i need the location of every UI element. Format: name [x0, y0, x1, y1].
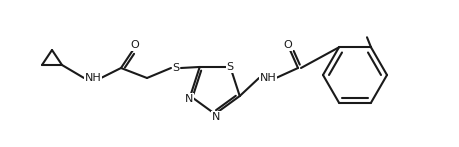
Text: S: S — [227, 62, 234, 72]
Text: NH: NH — [84, 73, 101, 83]
Text: O: O — [131, 40, 140, 50]
Text: NH: NH — [260, 73, 276, 83]
Text: O: O — [284, 40, 292, 50]
Text: N: N — [212, 112, 220, 122]
Text: N: N — [185, 94, 193, 104]
Text: S: S — [173, 63, 179, 73]
